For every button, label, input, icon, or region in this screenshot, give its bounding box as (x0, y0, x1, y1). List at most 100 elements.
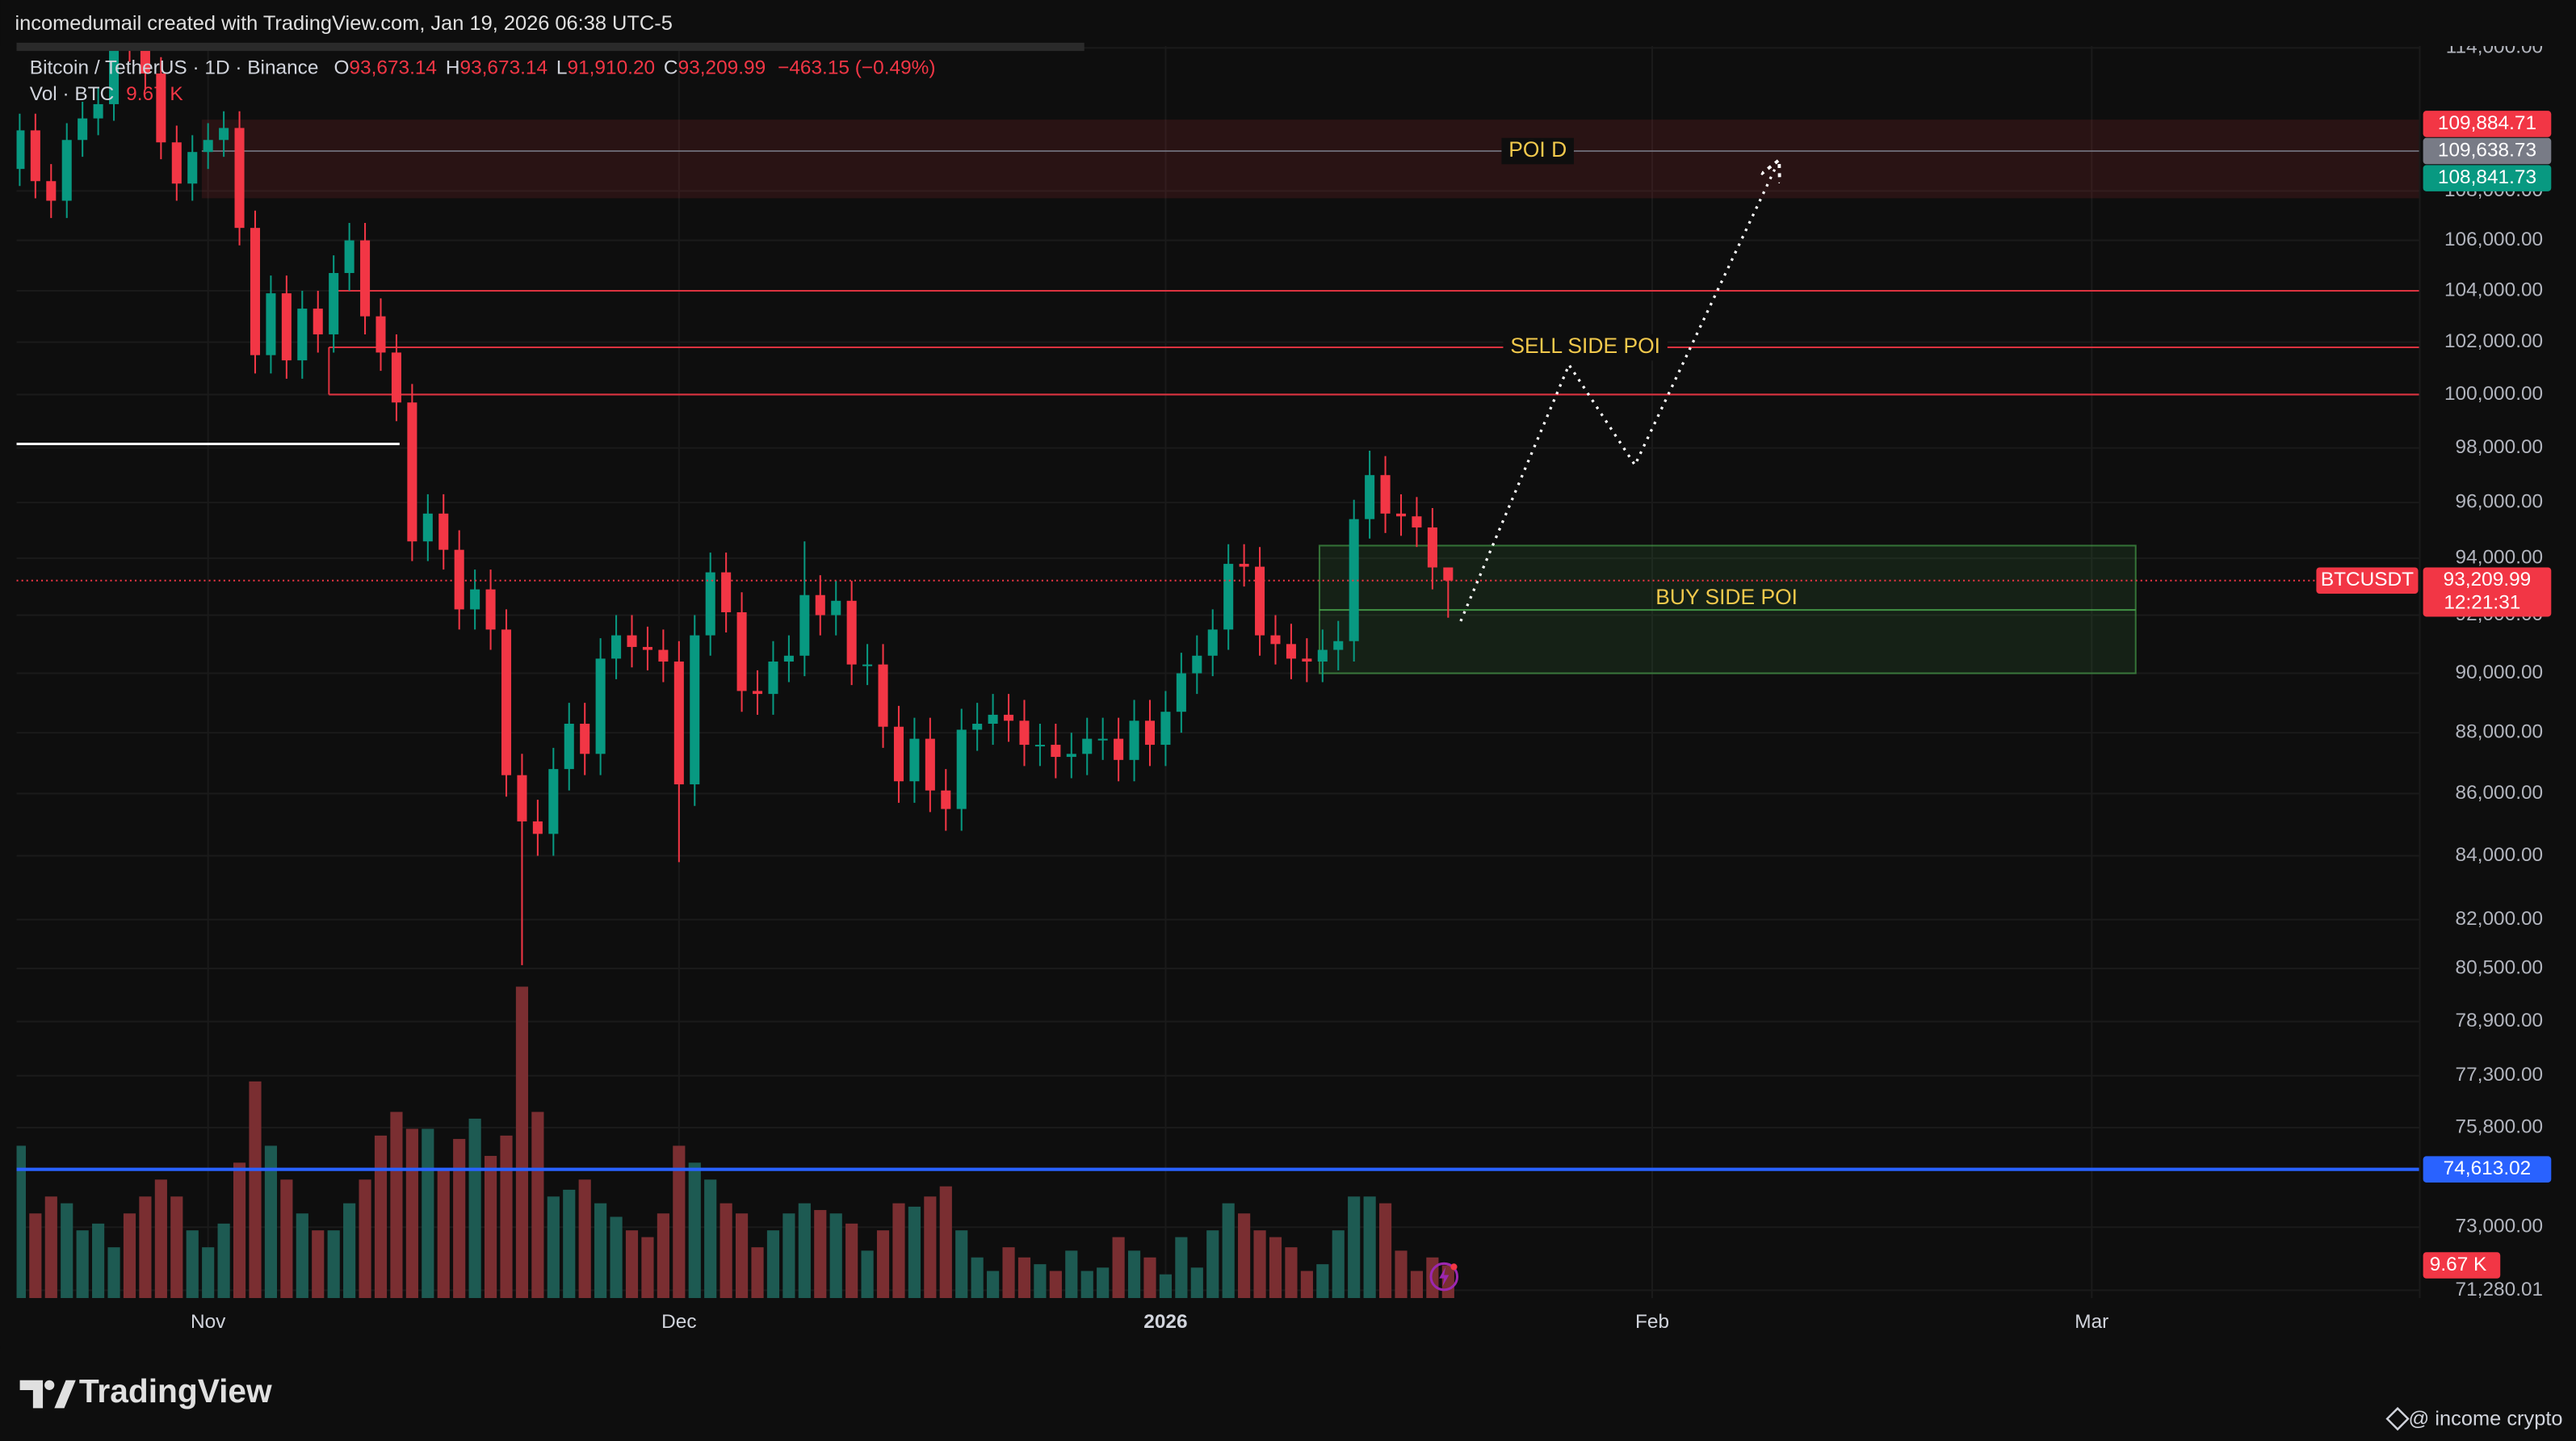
volume-bar (1206, 1230, 1219, 1299)
volume-bar (657, 1213, 669, 1299)
candle-body (93, 103, 103, 119)
candle-body (815, 594, 825, 615)
y-tick-label: 78,900.00 (2456, 1010, 2544, 1031)
volume-bar (1127, 1250, 1141, 1299)
candle-body (1192, 655, 1202, 674)
change: −463.15 (−0.49%) (778, 57, 935, 79)
candle-body (1302, 658, 1312, 662)
candle-body (799, 594, 810, 656)
price-tag-text: 109,638.73 (2438, 139, 2536, 161)
volume-tag-text: 9.67 K (2430, 1254, 2487, 1275)
price-tag (2423, 165, 2552, 191)
candle-body (1144, 720, 1156, 746)
candle-body (203, 140, 213, 153)
candle-body (360, 240, 371, 317)
volume-bar (44, 1196, 57, 1299)
candle-body (16, 130, 25, 170)
candle-body (658, 649, 669, 662)
volume-bar (1002, 1247, 1015, 1299)
y-tick-label: 100,000.00 (2444, 383, 2543, 405)
last-price-text: 93,209.99 (2444, 569, 2532, 590)
candle-body (893, 726, 904, 782)
candle-body (909, 738, 920, 782)
ohlc-key: L (556, 57, 568, 79)
volume-bar (1348, 1196, 1361, 1299)
volume-bar (845, 1223, 858, 1299)
volume-bar (1378, 1203, 1392, 1299)
candle-body (721, 572, 732, 612)
candle-body (878, 664, 888, 727)
volume-bar (296, 1213, 308, 1299)
candle-body (1004, 714, 1014, 721)
volume-bar (814, 1210, 827, 1299)
volume-bar (1316, 1264, 1329, 1299)
candle-body (517, 775, 527, 821)
volume-bar (610, 1216, 623, 1299)
candle-body (1427, 527, 1437, 568)
candle-body (1051, 745, 1061, 758)
credit: incomedumail created with TradingView.co… (15, 12, 672, 35)
candle-body (1223, 564, 1234, 630)
volume-bar (1222, 1203, 1235, 1299)
candle-body (1412, 516, 1422, 527)
volume-bar (437, 1169, 450, 1299)
candle-body (862, 664, 873, 666)
volume-bar (390, 1111, 403, 1299)
candle-body (250, 228, 261, 355)
watermark: @ income crypto (2409, 1407, 2563, 1430)
candle-body (783, 655, 794, 662)
candle-body (611, 635, 622, 659)
volume-bar (217, 1223, 230, 1299)
candle-body (1380, 475, 1391, 514)
candle-body (956, 729, 967, 809)
candle-body (501, 629, 512, 775)
y-tick-label: 80,500.00 (2456, 956, 2544, 978)
label-bg (1501, 137, 1574, 165)
candle-body (313, 309, 323, 334)
candle-body (219, 128, 229, 141)
candle-body (925, 738, 935, 791)
volume-bar (563, 1189, 576, 1299)
volume-bar (829, 1213, 842, 1299)
zone (201, 120, 2420, 199)
volume-bar (374, 1135, 388, 1299)
volume-bar (955, 1230, 968, 1299)
volume-bar (170, 1196, 183, 1299)
watermark-icon (2385, 1406, 2410, 1431)
volume-bar (987, 1271, 1000, 1299)
y-tick-label: 86,000.00 (2456, 782, 2544, 804)
candle-body (78, 118, 88, 141)
x-tick-label: Mar (2075, 1311, 2108, 1333)
candle-body (972, 724, 983, 730)
candle-body (1082, 738, 1093, 754)
y-tick-label: 106,000.00 (2444, 229, 2543, 250)
volume-bar (1049, 1271, 1062, 1299)
candle-body (344, 240, 355, 273)
header-bar (0, 0, 2576, 46)
volume-bar (468, 1118, 481, 1299)
candle-body (281, 293, 292, 361)
icon-ring (1429, 1262, 1459, 1292)
volume-bar (1097, 1267, 1110, 1299)
annotation-label: BUY SIDE POI (1655, 585, 1798, 609)
volume-bar (139, 1196, 152, 1299)
y-tick-label: 96,000.00 (2456, 491, 2544, 513)
ohlc-value: 93,673.14 (460, 57, 548, 79)
volume-bar (515, 986, 529, 1299)
candle-body (329, 272, 339, 334)
volume-bar (704, 1179, 717, 1299)
candle-body (1019, 720, 1030, 746)
volume-bar (1159, 1274, 1173, 1299)
candle-body (485, 589, 496, 630)
y-tick-label: 75,800.00 (2456, 1115, 2544, 1137)
symbol-tag-text: BTCUSDT (2321, 569, 2414, 590)
axes: 114,000.00108,000.00106,000.00104,000.00… (191, 36, 2552, 1333)
volume-bar (673, 1145, 686, 1299)
volume-bar (1190, 1267, 1203, 1299)
volume-bar (892, 1203, 905, 1299)
y-tick-label: 94,000.00 (2456, 547, 2544, 569)
icon-bolt (1439, 1267, 1450, 1287)
candle-body (768, 662, 778, 695)
